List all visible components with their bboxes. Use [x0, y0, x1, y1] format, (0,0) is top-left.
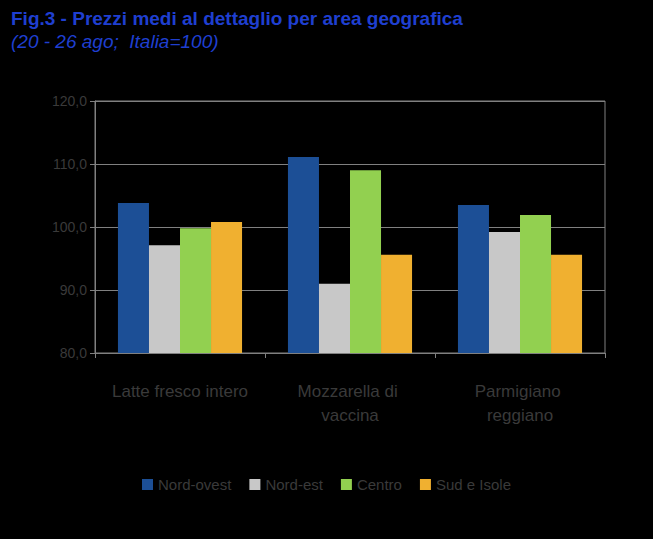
svg-text:reggiano: reggiano: [487, 406, 553, 425]
svg-text:Nord-ovest: Nord-ovest: [158, 476, 232, 493]
svg-text:100,0: 100,0: [52, 219, 87, 235]
svg-text:Sud e Isole: Sud e Isole: [436, 476, 511, 493]
svg-text:90,0: 90,0: [60, 282, 87, 298]
svg-text:Fig.3 - Prezzi medi al dettagl: Fig.3 - Prezzi medi al dettaglio per are…: [11, 8, 463, 29]
svg-text:vaccina: vaccina: [321, 406, 379, 425]
svg-text:Mozzarella di: Mozzarella di: [298, 382, 403, 401]
svg-text:(20 - 26 ago; Italia=100): (20 - 26 ago; Italia=100): [11, 31, 219, 52]
svg-text:Latte fresco intero: Latte fresco intero: [112, 382, 248, 401]
svg-text:110,0: 110,0: [53, 156, 87, 172]
svg-text:Nord-est: Nord-est: [265, 476, 323, 493]
svg-text:Centro: Centro: [357, 476, 402, 493]
svg-text:120,0: 120,0: [52, 93, 87, 109]
svg-text:80,0: 80,0: [60, 345, 87, 361]
svg-text:Parmigiano: Parmigiano: [475, 382, 566, 401]
